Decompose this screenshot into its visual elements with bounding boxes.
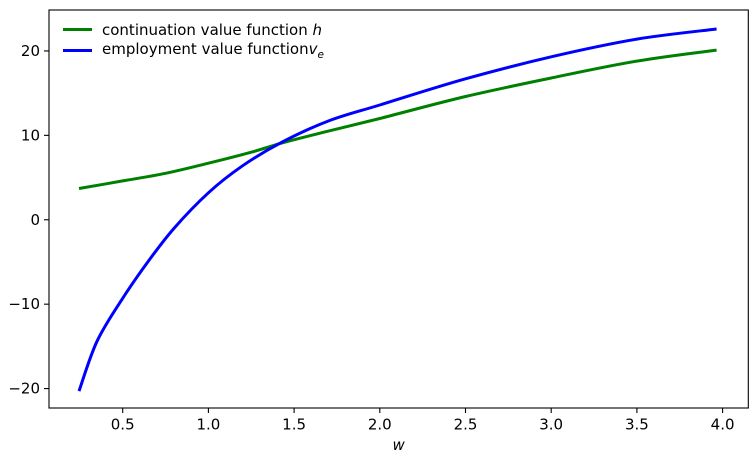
y-tick-label: 10 [21,126,40,144]
series-layer [77,27,717,392]
legend: continuation value function h employment… [63,19,324,61]
x-tick-label: 1.0 [196,416,220,434]
x-tick-label: 2.5 [454,416,478,434]
legend-entry-ve: employment value functionve [63,40,324,61]
legend-swatch-h [63,28,92,31]
y-tick-label: 0 [30,211,40,229]
legend-entry-h: continuation value function h [63,19,324,40]
y-tick-label: −10 [8,295,40,313]
x-tick-label: 3.0 [539,416,563,434]
legend-text-ve: employment value function [102,40,309,58]
y-tick-label: 20 [21,42,40,60]
x-tick-label: 4.0 [711,416,735,434]
x-tick-label: 3.5 [625,416,649,434]
legend-swatch-ve [63,49,92,52]
x-axis-label: w [393,436,406,454]
legend-math-ve: ve [308,40,324,61]
axes-layer: 0.5 1.0 1.5 2.0 2.5 3.0 3.5 4.0 −20 −10 0 10 20 [8,9,749,434]
axes-border [48,9,749,409]
legend-math-h: h [312,20,322,39]
legend-label-h: continuation value function h [102,21,322,39]
legend-text-h: continuation value function [102,20,308,39]
y-tick-label: −20 [8,380,40,398]
x-tick-label: 2.0 [368,416,392,434]
x-tick-label: 0.5 [111,416,135,434]
series-line-h [78,48,717,190]
x-tick-label: 1.5 [282,416,306,434]
legend-label-ve: employment value functionve [102,40,324,61]
series-line-ve [77,27,717,392]
